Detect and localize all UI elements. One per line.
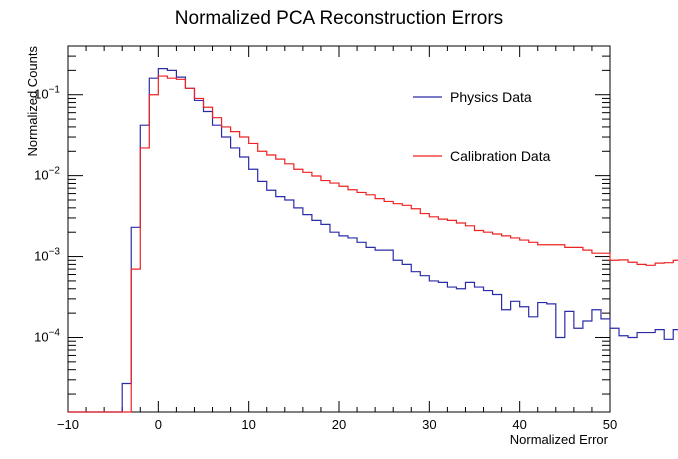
series-layer [68, 68, 678, 413]
y-tick-exponent: −2 [49, 166, 61, 177]
x-tick-label: 0 [155, 417, 162, 432]
x-axis-label: Normalized Error [510, 432, 609, 447]
x-tick-label: 20 [332, 417, 346, 432]
x-tick-label: 40 [512, 417, 526, 432]
series-calibration-data [68, 75, 678, 413]
y-tick-exponent: −4 [49, 327, 61, 338]
series-physics-data [68, 68, 678, 413]
legend: Physics Data Calibration Data [413, 89, 551, 164]
y-tick-label: 10−4 [34, 327, 60, 344]
x-tick-label: 50 [603, 417, 617, 432]
x-tick-label: 10 [241, 417, 255, 432]
y-axis-label: Normalized Counts [25, 46, 40, 157]
y-tick-exponent: −1 [49, 85, 61, 96]
legend-label-physics-data: Physics Data [450, 89, 532, 105]
x-tick-label: 30 [422, 417, 436, 432]
chart-title: Normalized PCA Reconstruction Errors [175, 8, 503, 29]
legend-label-calibration-data: Calibration Data [450, 148, 551, 164]
y-tick-exponent: −3 [49, 247, 61, 258]
x-tick-label: −10 [57, 417, 79, 432]
y-tick-label: 10−3 [34, 247, 60, 264]
y-tick-label: 10−2 [34, 166, 60, 183]
